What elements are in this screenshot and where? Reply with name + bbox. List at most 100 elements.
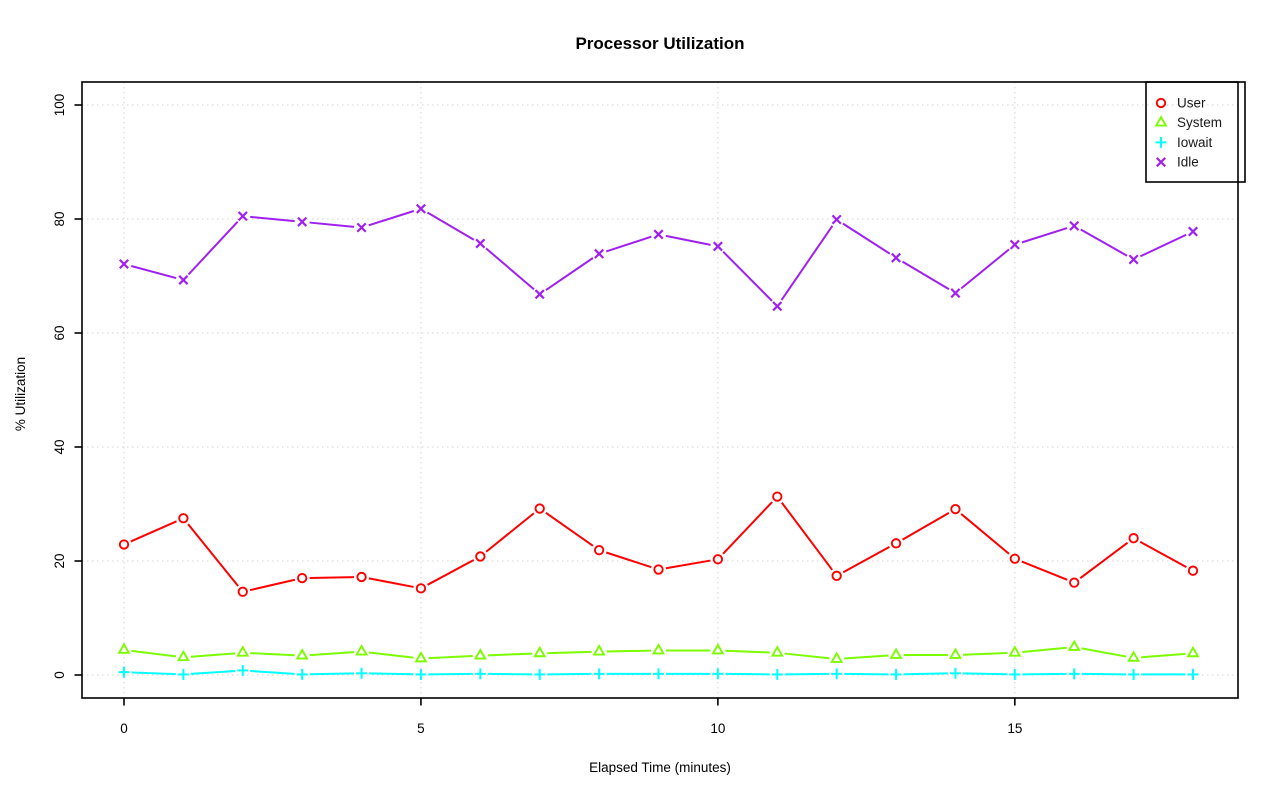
plus-marker: [296, 668, 308, 680]
circle-shape: [534, 503, 545, 514]
series-segment: [1022, 646, 1067, 654]
triangle-shape: [1127, 650, 1141, 662]
legend: User System Iowait Idle: [1145, 81, 1246, 183]
series-segment: [368, 210, 415, 227]
circle-marker: [1187, 565, 1199, 576]
series-segment: [190, 652, 236, 658]
circle-shape: [297, 572, 308, 584]
series-segment: [606, 649, 652, 653]
x-marker: [475, 238, 486, 249]
triangle-shape: [176, 649, 190, 662]
axes-layer: 0 5 10 15 0 20 40 60 80 100: [52, 81, 1239, 736]
series-segment: [131, 649, 177, 658]
circle-shape: [356, 571, 367, 583]
triangle-marker: [295, 648, 309, 660]
series-segment: [902, 512, 950, 541]
series-segment: [187, 220, 239, 276]
y-tick-label: 20: [52, 553, 67, 568]
circle-shape: [772, 491, 783, 502]
series-segment: [547, 650, 592, 655]
x-marker: [534, 289, 545, 300]
x-tick-label: 5: [417, 721, 425, 736]
circle-marker: [1009, 553, 1020, 564]
x-tick-label: 15: [1007, 721, 1022, 736]
series-segment: [1021, 560, 1068, 581]
plus-marker: [890, 668, 902, 680]
x-marker: [594, 248, 605, 259]
series-segment: [1079, 541, 1129, 579]
circle-marker: [593, 545, 605, 556]
triangle-marker: [889, 647, 903, 659]
circle-marker: [237, 586, 248, 597]
x-marker: [1128, 254, 1139, 265]
circle-shape: [415, 583, 427, 594]
circle-marker: [1155, 97, 1167, 109]
plus-marker: [474, 668, 486, 680]
x-marker: [950, 288, 961, 299]
circle-marker: [890, 538, 902, 549]
series-segment: [784, 652, 830, 660]
series-segment: [605, 551, 652, 569]
circle-shape: [1187, 565, 1199, 576]
triangle-shape: [948, 647, 962, 659]
y-tick-label: 80: [52, 211, 67, 226]
series-segment: [309, 651, 355, 657]
series-segment: [309, 576, 355, 579]
series-user: [118, 491, 1199, 597]
triangle-marker: [117, 642, 131, 654]
circle-marker: [297, 572, 308, 584]
triangle-marker: [473, 648, 487, 660]
series-segment: [485, 247, 535, 291]
x-marker: [415, 203, 426, 214]
circle-shape: [1128, 533, 1139, 544]
x-shape: [1128, 254, 1139, 265]
chart-title: Processor Utilization: [575, 34, 744, 53]
circle-shape: [237, 586, 248, 597]
x-shape: [831, 214, 842, 225]
circle-shape: [950, 503, 961, 515]
x-marker: [1009, 239, 1020, 250]
triangle-marker: [770, 645, 784, 657]
legend-label: System: [1177, 115, 1222, 130]
x-shape: [119, 259, 129, 270]
circle-marker: [712, 554, 724, 565]
x-marker: [1188, 226, 1198, 237]
circle-marker: [118, 539, 130, 550]
series-segment: [131, 671, 176, 676]
series-segment: [842, 546, 890, 574]
x-tick-label: 10: [710, 721, 725, 736]
series-segment: [960, 248, 1010, 290]
circle-shape: [1069, 577, 1080, 588]
x-marker: [237, 211, 248, 222]
circle-shape: [475, 551, 486, 562]
plus-marker: [1128, 668, 1140, 680]
plus-marker: [712, 668, 724, 680]
x-marker: [178, 275, 189, 285]
triangle-marker: [592, 644, 606, 656]
plus-marker: [1068, 668, 1080, 680]
series-segment: [368, 577, 414, 588]
triangle-shape: [236, 645, 250, 657]
triangle-marker: [176, 649, 190, 662]
triangle-marker: [651, 642, 666, 655]
triangle-marker: [830, 651, 844, 663]
series-layer: [117, 203, 1200, 680]
x-marker: [119, 259, 129, 270]
triangle-marker: [1154, 115, 1168, 127]
triangle-shape: [1067, 639, 1081, 651]
series-segment: [605, 235, 652, 253]
plus-marker: [1009, 668, 1021, 680]
triangle-shape: [414, 650, 428, 663]
y-tick-label: 40: [52, 439, 67, 454]
series-segment: [187, 523, 239, 587]
series-segment: [190, 669, 236, 675]
plot-frame: [81, 81, 1239, 699]
x-shape: [1156, 157, 1166, 168]
triangle-shape: [1008, 645, 1022, 657]
triangle-marker: [1067, 639, 1081, 651]
plus-marker: [1187, 668, 1199, 680]
circle-marker: [772, 491, 783, 502]
plus-marker: [356, 667, 368, 679]
